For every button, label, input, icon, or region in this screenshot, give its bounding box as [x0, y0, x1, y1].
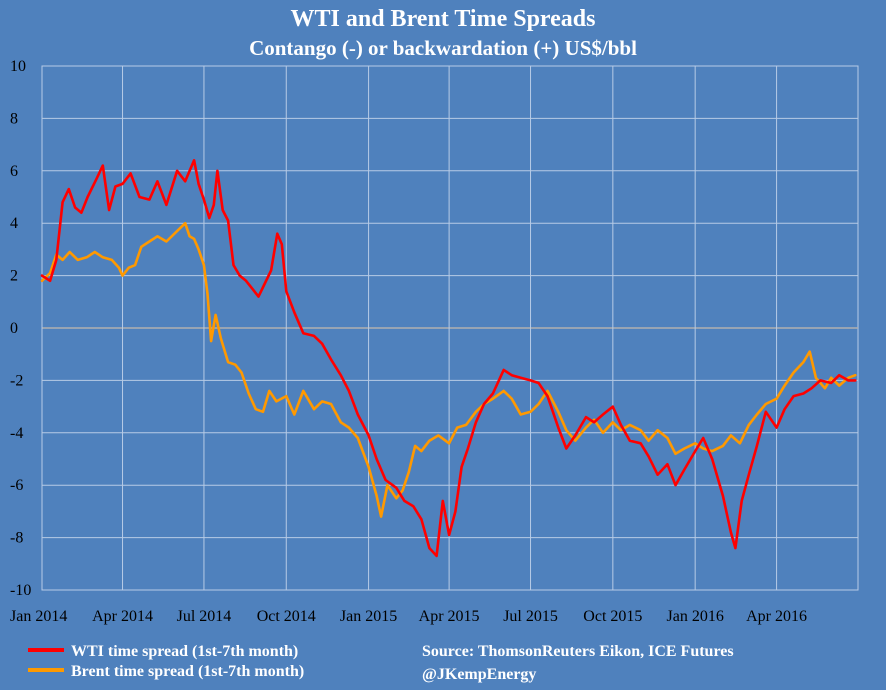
x-tick-label: Jan 2016 — [666, 608, 723, 625]
y-tick-label: 10 — [10, 58, 26, 75]
grid-layer — [41, 65, 859, 591]
y-tick-label: -6 — [10, 477, 23, 494]
source-note: Source: ThomsonReuters Eikon, ICE Future… — [422, 643, 734, 660]
legend-brent-label: Brent time spread (1st-7th month) — [71, 663, 304, 680]
y-tick-label: 6 — [10, 163, 18, 180]
series-layer — [40, 159, 857, 558]
y-tick-label: -10 — [10, 582, 31, 599]
legend-wti-label: WTI time spread (1st-7th month) — [71, 643, 298, 660]
x-tick-label: Oct 2014 — [257, 608, 316, 625]
x-tick-label: Jul 2014 — [177, 608, 232, 625]
legend-layer: WTI time spread (1st-7th month) Brent ti… — [28, 643, 734, 683]
y-tick-label: 8 — [10, 110, 18, 127]
y-tick-label: 4 — [10, 215, 18, 232]
series-line-wti — [40, 159, 857, 558]
y-tick-label: 0 — [10, 320, 18, 337]
y-tick-label: 2 — [10, 268, 18, 285]
x-tick-label: Apr 2015 — [419, 608, 480, 625]
x-tick-label: Jan 2015 — [340, 608, 397, 625]
x-tick-label: Jul 2015 — [503, 608, 558, 625]
y-tick-label: -8 — [10, 530, 23, 547]
x-tick-label: Apr 2014 — [92, 608, 153, 625]
author-handle: @JKempEnergy — [422, 666, 536, 683]
y-tick-label: -4 — [10, 425, 23, 442]
chart-title: WTI and Brent Time Spreads — [290, 6, 596, 32]
x-tick-label: Apr 2016 — [746, 608, 807, 625]
series-line-brent — [40, 221, 857, 518]
x-tick-label: Oct 2015 — [583, 608, 642, 625]
chart-subtitle: Contango (-) or backwardation (+) US$/bb… — [249, 36, 637, 60]
x-tick-label: Jan 2014 — [10, 608, 67, 625]
y-tick-label: -2 — [10, 372, 23, 389]
axis-layer: 10 8 6 4 2 0 -2 -4 -6 -8 -10 Jan 2014 Apr 2014 Jul 20… — [10, 58, 807, 625]
